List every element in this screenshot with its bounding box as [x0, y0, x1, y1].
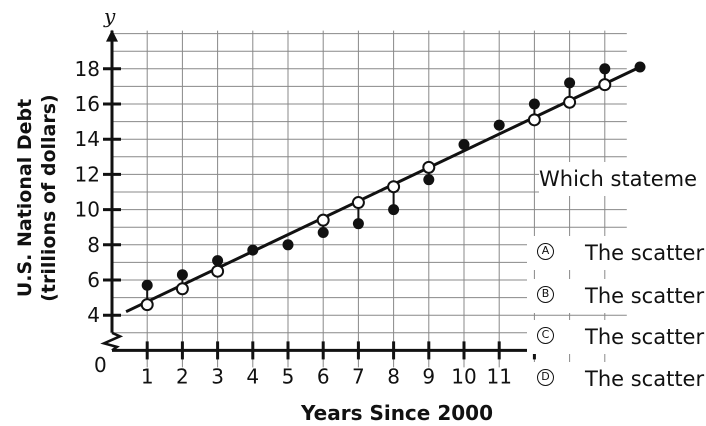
data-point-open [422, 160, 436, 174]
data-point-filled [458, 138, 470, 150]
x-tick-label: 2 [176, 364, 189, 388]
grid [112, 30, 627, 368]
data-point-filled [212, 255, 224, 267]
data-point-filled [564, 77, 576, 89]
y-tick-label: 8 [87, 233, 100, 257]
data-point-filled [599, 63, 611, 75]
x-tick-label: 1 [141, 364, 154, 388]
data-point-open [598, 78, 612, 92]
data-point-open [563, 95, 577, 109]
choice-c-text: The scatter [585, 325, 705, 349]
y-tick-label: 4 [87, 303, 100, 327]
question-text: Which stateme [539, 162, 706, 196]
data-point-filled [282, 239, 294, 251]
choice-c[interactable]: C The scatter [527, 320, 706, 354]
data-point-filled [388, 204, 400, 216]
choice-b[interactable]: B The scatter [527, 279, 706, 313]
data-point-open [351, 196, 365, 210]
axis-break [100, 331, 124, 352]
data-point-open [175, 282, 189, 296]
x-tick-label: 5 [282, 364, 295, 388]
choice-b-radio[interactable]: B [537, 286, 554, 303]
choice-d-radio[interactable]: D [537, 369, 554, 386]
data-point-filled [176, 269, 188, 281]
choice-a[interactable]: A The scatter [527, 236, 706, 270]
y-axis-variable: y [103, 4, 116, 28]
x-tick-label: 7 [352, 364, 365, 388]
choice-b-text: The scatter [585, 284, 705, 308]
choice-d[interactable]: D The scatter [527, 362, 706, 396]
data-point-open [527, 113, 541, 127]
data-point-filled [423, 174, 435, 186]
x-tick-label: 8 [387, 364, 400, 388]
data-point-filled [352, 218, 364, 230]
y-tick-label: 16 [75, 92, 100, 116]
y-tick-label: 10 [75, 198, 100, 222]
y-tick-label: 18 [75, 57, 100, 81]
y-axis-label-line2: (trillions of dollars) [38, 94, 60, 302]
y-axis-label-line1: U.S. National Debt [14, 99, 36, 297]
data-point-open [316, 213, 330, 227]
data-point-filled [141, 279, 153, 291]
choice-d-text: The scatter [585, 367, 705, 391]
y-axis-arrow [106, 29, 118, 42]
data-point-filled [528, 98, 540, 110]
y-tick-label: 14 [75, 127, 100, 151]
data-point-filled [317, 226, 329, 238]
x-tick-label: 9 [422, 364, 435, 388]
x-tick-label: 6 [317, 364, 330, 388]
x-tick-label: 11 [486, 364, 511, 388]
origin-label: 0 [94, 353, 107, 377]
x-axis-label: Years Since 2000 [300, 401, 493, 425]
y-tick-label: 12 [75, 162, 100, 186]
data-point-filled [493, 119, 505, 131]
data-point-filled [634, 61, 646, 73]
data-point-open [140, 298, 154, 312]
data-point-filled [247, 244, 259, 256]
x-tick-label: 4 [246, 364, 259, 388]
choice-c-radio[interactable]: C [537, 327, 554, 344]
y-tick-label: 6 [87, 268, 100, 292]
data-marks [125, 61, 646, 314]
data-point-open [211, 264, 225, 278]
tick-labels: 123456789101114681012141618 [75, 57, 541, 389]
choice-a-radio[interactable]: A [537, 243, 554, 260]
choice-a-text: The scatter [585, 241, 705, 265]
x-tick-label: 10 [451, 364, 476, 388]
data-point-open [387, 180, 401, 194]
x-tick-label: 3 [211, 364, 224, 388]
